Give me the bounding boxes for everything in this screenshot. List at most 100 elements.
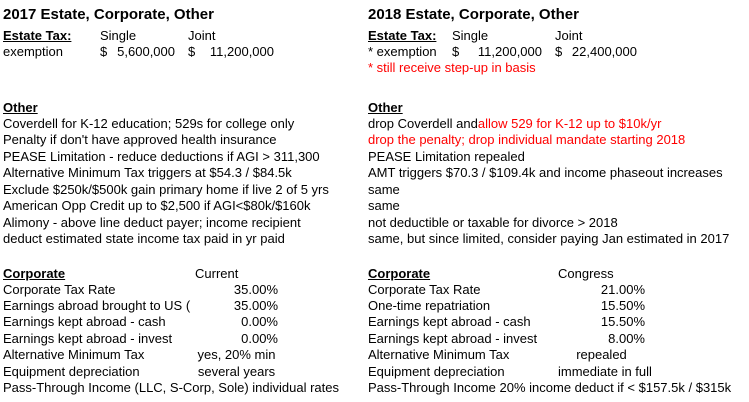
section-title-2018: 2018 Estate, Corporate, Other [368, 6, 579, 23]
estate-tax-heading-text: Estate Tax: [3, 28, 72, 43]
corp-row-label: Corporate Tax Rate [368, 281, 481, 297]
other-row: not deductible or taxable for divorce > … [368, 215, 746, 231]
exemption-joint-value: 22,400,000 [571, 44, 637, 59]
corporate-heading-row-2017: Corporate Current [3, 265, 365, 282]
other-row: American Opp Credit up to $2,500 if AGI<… [3, 198, 365, 214]
corporate-footer-row: Pass-Through Income 20% income deduct if… [368, 380, 746, 396]
exemption-joint-cell: $ 22,400,000 [555, 44, 640, 60]
other-row: same, but since limited, consider paying… [368, 231, 746, 247]
corporate-row: Earnings abroad brought to US ( 35.00% [3, 298, 365, 314]
other-text: same [368, 181, 400, 197]
estate-col-single-header: Single [100, 28, 137, 43]
corp-row-value: 8.00% [608, 330, 645, 346]
corp-row-value: 0.00% [241, 314, 278, 330]
other-row: Exclude $250k/$500k gain primary home if… [3, 182, 365, 198]
corp-row-value: repealed [576, 347, 627, 363]
estate-tax-heading-text: Estate Tax: [368, 28, 437, 43]
estate-col-joint-header: Joint [555, 28, 583, 43]
corporate-heading-row-2018: Corporate Congress [368, 265, 746, 282]
other-text-highlight: drop the penalty; drop individual mandat… [368, 132, 686, 148]
corp-row-label: Alternative Minimum Tax [368, 347, 510, 363]
other-text: deduct estimated state income tax paid i… [3, 231, 285, 247]
other-text: AMT triggers $70.3 / $109.4k and income … [368, 165, 723, 181]
other-row: drop Coverdell and allow 529 for K-12 up… [368, 116, 746, 132]
estate-note: * still receive step-up in basis [368, 60, 536, 75]
estate-exemption-row-2018: * exemption $ 11,200,000 $ 22,400,000 [368, 44, 746, 60]
corp-row-value: 35.00% [233, 281, 278, 297]
exemption-single-cell: $ 5,600,000 [100, 44, 188, 60]
currency-symbol: $ [452, 44, 460, 59]
corp-row-label: Earnings kept abroad - cash [3, 314, 166, 330]
currency-symbol: $ [188, 44, 196, 59]
corporate-footer-row: Pass-Through Income (LLC, S-Corp, Sole) … [3, 380, 365, 396]
exemption-joint-value: 11,200,000 [209, 44, 274, 59]
corp-row-value: 35.00% [233, 297, 278, 313]
corp-row-label: Earnings kept abroad - invest [368, 330, 538, 346]
estate-exemption-row-2017: exemption $ 5,600,000 $ 11,200,000 [3, 44, 365, 60]
estate-header-row-2018: Estate Tax: Single Joint [368, 27, 746, 44]
corp-row-value: 0.00% [241, 330, 278, 346]
spacer [3, 76, 365, 99]
estate-tax-heading: Estate Tax: [3, 27, 100, 44]
exemption-joint-cell: $ 11,200,000 [188, 44, 276, 60]
other-text: same [368, 198, 400, 214]
other-text: PEASE Limitation repealed [368, 148, 525, 164]
other-row: Coverdell for K-12 education; 529s for c… [3, 116, 365, 132]
exemption-label: exemption [3, 44, 63, 59]
corp-row-label: Equipment depreciation [368, 363, 505, 379]
corp-row-label: Equipment depreciation [3, 363, 140, 379]
estate-col-single-header: Single [452, 28, 489, 43]
other-text: Alternative Minimum Tax triggers at $54.… [3, 165, 292, 181]
currency-symbol: $ [100, 44, 108, 59]
other-heading: Other [3, 100, 38, 115]
corp-footer-text: Pass-Through Income 20% income deduct if… [368, 380, 732, 396]
other-text: PEASE Limitation - reduce deductions if … [3, 148, 320, 164]
exemption-single-value: 5,600,000 [117, 44, 175, 59]
section-title-2017: 2017 Estate, Corporate, Other [3, 6, 214, 23]
other-row: deduct estimated state income tax paid i… [3, 231, 365, 247]
corp-row-value: yes, 20% min [197, 347, 276, 363]
corporate-heading-text: Corporate [368, 265, 431, 281]
other-heading-row-2018: Other [368, 99, 746, 116]
corporate-row: Earnings kept abroad - cash 15.50% [368, 314, 746, 330]
corporate-col-header: Current [195, 265, 239, 281]
corp-footer-text: Pass-Through Income (LLC, S-Corp, Sole) … [3, 380, 339, 396]
corporate-heading: Corporate [3, 265, 195, 282]
other-row: Penalty if don't have approved health in… [3, 132, 365, 148]
exemption-label: * exemption [368, 44, 437, 59]
corp-row-label: Earnings kept abroad - invest [3, 330, 173, 346]
spacer [3, 248, 365, 265]
other-text: Alimony - above line deduct payer; incom… [3, 214, 301, 230]
corporate-col-header: Congress [558, 265, 614, 281]
corp-row-value: 15.50% [600, 297, 645, 313]
other-text: drop Coverdell and [368, 116, 478, 131]
corp-row-label: Earnings kept abroad - cash [368, 314, 531, 330]
corporate-row: Corporate Tax Rate 21.00% [368, 282, 746, 298]
corporate-row: Equipment depreciation several years [3, 364, 365, 380]
corporate-row: One-time repatriation 15.50% [368, 298, 746, 314]
other-text-highlight: allow 529 for K-12 up to $10k/yr [477, 116, 662, 131]
corp-row-label: One-time repatriation [368, 297, 491, 313]
other-row: PEASE Limitation repealed [368, 149, 746, 165]
estate-note-row-2017 [3, 60, 365, 76]
corp-row-label: Alternative Minimum Tax [3, 347, 145, 363]
other-text: Coverdell for K-12 education; 529s for c… [3, 116, 295, 131]
corporate-row: Earnings kept abroad - cash 0.00% [3, 314, 365, 330]
other-text: American Opp Credit up to $2,500 if AGI<… [3, 198, 311, 214]
corporate-heading-text: Corporate [3, 265, 66, 281]
spacer [368, 76, 746, 99]
other-row: same [368, 198, 746, 214]
corp-row-value: 15.50% [600, 314, 645, 330]
corporate-row: Earnings kept abroad - invest 0.00% [3, 331, 365, 347]
other-text: Exclude $250k/$500k gain primary home if… [3, 181, 329, 197]
other-row: Alimony - above line deduct payer; incom… [3, 215, 365, 231]
corporate-row: Earnings kept abroad - invest 8.00% [368, 331, 746, 347]
corp-row-label: Earnings abroad brought to US ( [3, 297, 191, 313]
corporate-heading: Corporate [368, 265, 558, 282]
other-row: same [368, 182, 746, 198]
corp-row-value: several years [197, 363, 276, 379]
other-row: PEASE Limitation - reduce deductions if … [3, 149, 365, 165]
corporate-row: Alternative Minimum Tax repealed [368, 347, 746, 363]
other-text: Penalty if don't have approved health in… [3, 132, 277, 148]
